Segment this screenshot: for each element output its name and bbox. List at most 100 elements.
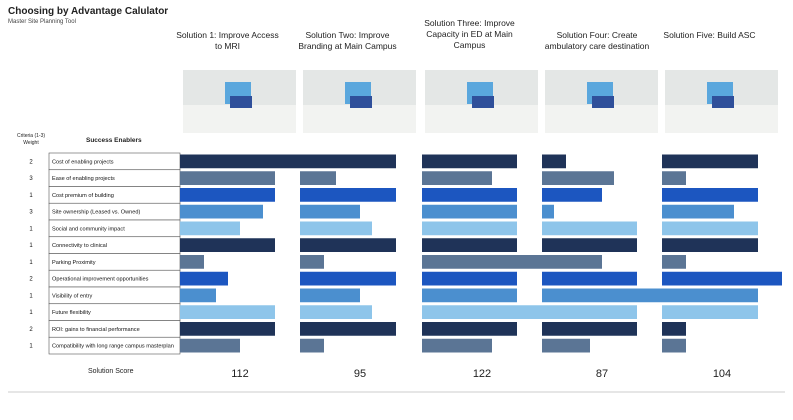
bar xyxy=(180,238,275,252)
bar xyxy=(542,204,554,219)
weight: 2 xyxy=(29,159,33,165)
bar xyxy=(542,171,614,185)
bar xyxy=(662,271,782,286)
weight: 1 xyxy=(29,344,33,350)
bar xyxy=(300,221,372,236)
solution-name: Solution Four: Create ambulatory care de… xyxy=(544,30,650,51)
bar xyxy=(542,338,590,353)
bar xyxy=(180,171,275,185)
solution-name: Solution 1: Improve Access to MRI xyxy=(176,30,279,51)
weight: 1 xyxy=(29,243,33,249)
bar xyxy=(180,221,240,236)
bar xyxy=(180,188,275,202)
bar xyxy=(180,204,263,219)
criteria-label: Ease of enabling projects xyxy=(52,176,115,182)
solution-score: 112 xyxy=(231,368,249,380)
bar xyxy=(422,305,542,319)
bar xyxy=(300,288,360,303)
criteria-label: Site ownership (Leased vs. Owned) xyxy=(52,210,140,216)
bar xyxy=(542,288,662,303)
thumbnail-ground xyxy=(545,105,658,133)
bar xyxy=(300,188,396,202)
bar xyxy=(662,221,758,236)
thumbnail-building xyxy=(472,96,494,108)
bar xyxy=(662,238,758,252)
criteria-label: Cost premium of building xyxy=(52,193,114,199)
criteria-label: Compatibility with long range campus mas… xyxy=(52,344,174,350)
bar xyxy=(300,255,324,269)
solution-name: Solution Three: Improve Capacity in ED a… xyxy=(424,18,515,50)
criteria-label: Social and community impact xyxy=(52,226,125,232)
bar xyxy=(542,238,637,252)
subtitle: Master Site Planning Tool xyxy=(8,19,76,25)
weight: 2 xyxy=(29,277,33,283)
bar xyxy=(300,171,336,185)
weight: 2 xyxy=(29,327,33,333)
bar xyxy=(422,271,517,286)
criteria-label: Visibility of entry xyxy=(52,293,93,299)
thumbnail-building xyxy=(350,96,372,108)
weight: 3 xyxy=(29,210,33,216)
bar xyxy=(542,271,637,286)
criteria-label: Parking Proximity xyxy=(52,260,96,266)
bar xyxy=(662,154,758,169)
bar xyxy=(662,322,686,336)
bar xyxy=(180,154,300,169)
bar xyxy=(300,238,396,252)
weight: 3 xyxy=(29,176,33,182)
bar xyxy=(180,288,216,303)
thumbnail-building xyxy=(592,96,614,108)
thumbnail-ground xyxy=(665,105,778,133)
bar xyxy=(542,221,637,236)
bar xyxy=(662,171,686,185)
criteria-label: Future flexibility xyxy=(52,310,91,316)
solution-score: 104 xyxy=(713,368,731,380)
bar xyxy=(422,154,517,169)
bar xyxy=(542,305,637,319)
bar xyxy=(300,204,360,219)
criteria-label: Connectivity to clinical xyxy=(52,243,107,249)
bar xyxy=(662,305,758,319)
category-header: Success Enablers xyxy=(86,137,142,144)
bar xyxy=(422,322,517,336)
bar xyxy=(662,338,686,353)
weight: 1 xyxy=(29,226,33,232)
solution-name: Solution Two: Improve Branding at Main C… xyxy=(298,30,397,51)
bar xyxy=(422,204,517,219)
bar xyxy=(662,188,758,202)
bar xyxy=(422,238,517,252)
bar xyxy=(300,271,396,286)
criteria-label: ROI: gains to financial performance xyxy=(52,327,140,333)
thumbnail-ground xyxy=(183,105,296,133)
bar xyxy=(422,221,517,236)
bar xyxy=(662,288,758,303)
bar xyxy=(422,288,517,303)
thumbnail-building xyxy=(712,96,734,108)
bar xyxy=(180,271,228,286)
bar xyxy=(542,188,602,202)
thumbnail-building xyxy=(230,96,252,108)
bar xyxy=(422,338,492,353)
thumbnail-ground xyxy=(425,105,538,133)
solution-name: Solution Five: Build ASC xyxy=(663,30,756,40)
bar xyxy=(422,255,542,269)
solution-score: 95 xyxy=(354,368,366,380)
bar xyxy=(422,171,492,185)
weight: 1 xyxy=(29,310,33,316)
bar xyxy=(180,305,275,319)
bar xyxy=(180,322,275,336)
bar xyxy=(300,338,324,353)
bar xyxy=(422,188,517,202)
solution-score: 122 xyxy=(473,368,491,380)
weight: 1 xyxy=(29,293,33,299)
thumbnail-ground xyxy=(303,105,416,133)
bar xyxy=(542,255,602,269)
criteria-label: Cost of enabling projects xyxy=(52,159,114,165)
bar xyxy=(300,305,372,319)
bar xyxy=(542,154,566,169)
bar xyxy=(662,255,686,269)
bar xyxy=(300,154,396,169)
title: Choosing by Advantage Calulator xyxy=(8,6,169,17)
